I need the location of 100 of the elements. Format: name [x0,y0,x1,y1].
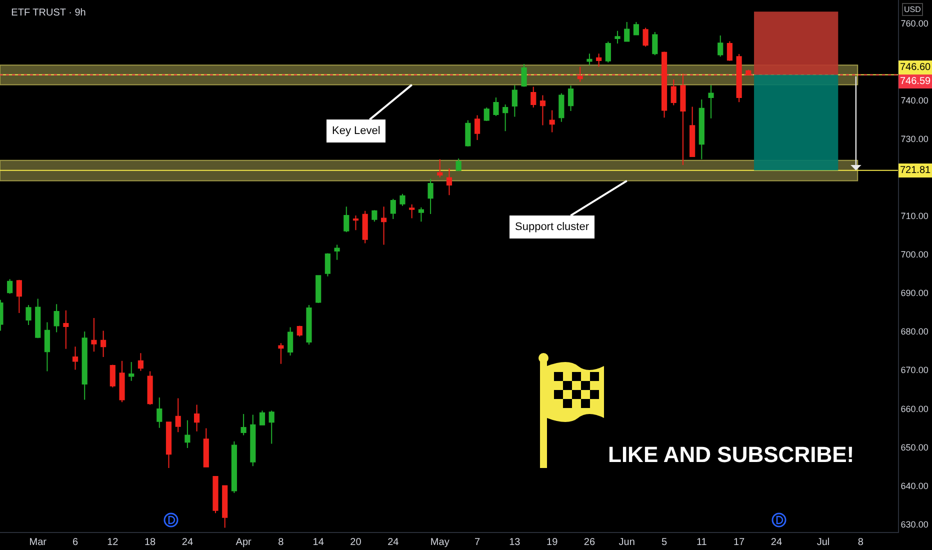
candlestick [624,21,630,42]
candlestick [614,30,620,44]
candlestick [736,53,742,103]
candlestick [91,318,97,352]
candlestick [409,204,415,219]
candlestick [203,428,209,468]
candlestick [16,279,22,314]
candlestick [549,110,555,133]
candlestick [63,310,69,350]
x-tick-label: 6 [72,537,78,548]
candlestick [605,41,611,63]
candlestick [222,485,228,528]
candlestick [128,361,134,382]
candlestick [456,158,462,172]
ref-line-label: 746.59 [900,76,932,87]
candlestick [446,168,452,196]
y-tick-label: 700.00 [900,250,928,260]
candlestick [642,27,648,48]
candlestick [474,114,480,140]
y-tick-label: 690.00 [900,288,928,298]
x-tick-label: Apr [236,537,252,548]
y-tick-label: 670.00 [900,365,928,376]
candlestick [278,342,284,364]
candlestick [72,346,78,370]
y-tick-label: 730.00 [900,134,928,144]
candlestick [184,420,190,448]
candlestick [147,370,153,406]
x-tick-label: 24 [388,537,400,548]
candlestick [175,398,181,433]
candlestick [194,404,200,432]
candlestick [231,440,237,494]
candlestick [726,40,732,62]
x-tick-label: 5 [661,537,668,548]
candlestick [250,414,256,467]
candlestick [381,206,387,246]
candlestick [352,215,359,231]
candlestick [259,410,266,426]
candlestick [119,360,125,403]
candlestick [577,66,583,82]
candlestick [324,252,330,277]
band-label: Key Level [332,125,380,137]
candlestick [54,304,60,333]
candlestick [7,278,13,294]
candlestick [512,84,518,118]
candlestick [138,352,144,372]
x-tick-label: 24 [182,537,194,548]
annotation: LIKE AND SUBSCRIBE! [608,442,854,467]
candlestick [296,325,302,338]
x-tick-label: 24 [770,537,782,548]
candlestick [670,78,676,106]
candlestick [633,21,640,36]
x-tick-label: Mar [29,537,48,548]
candlestick [240,414,246,436]
candlestick [390,198,396,220]
text: ETF TRUST · 9h [11,7,86,18]
candlestick [521,63,527,88]
candlestick [652,32,658,56]
candlestick [212,476,218,514]
candlestick [344,206,350,233]
candlestick [82,331,88,400]
x-tick-label: 19 [546,537,558,548]
candlestick [288,326,294,356]
candlestick [568,85,574,112]
candlestick [316,274,322,304]
x-tick-label: May [430,537,450,548]
candlestick [502,104,508,132]
x-tick-label: 18 [144,537,156,548]
candlestick [558,92,564,122]
candlestick [586,53,592,66]
y-tick-label: 680.00 [900,326,928,337]
candlestick [680,73,686,166]
x-tick-label: Jun [618,537,635,548]
candlestick [418,206,424,222]
candlestick [484,107,490,122]
x-tick-label: 7 [474,537,480,548]
ref-line-label: 721.81 [900,165,932,176]
band-label: Support cluster [515,221,590,233]
candlestick [437,158,443,178]
candlestick [746,69,752,76]
candlestick [596,53,602,68]
candlestick [110,364,116,388]
candlestick [362,210,368,244]
y-tick-label: 710.00 [900,211,928,222]
x-tick-label: 8 [858,537,864,548]
y-tick-label: 660.00 [900,404,928,414]
candlestick [268,410,274,444]
y-tick-label: 630.00 [900,519,928,530]
candlestick [26,304,32,326]
candlestick [540,94,546,126]
candlestick [530,86,536,108]
candlestick [334,244,340,260]
y-axis-title: USD [904,5,922,14]
candlestick [718,34,724,58]
x-tick-label: 17 [733,537,746,548]
ref-line-label: 746.60 [900,62,932,73]
x-tick-label: 8 [278,537,284,548]
y-tick-label: 760.00 [900,18,928,28]
candlestick [690,106,696,158]
candlestick [708,84,714,119]
candlestick [44,322,50,372]
